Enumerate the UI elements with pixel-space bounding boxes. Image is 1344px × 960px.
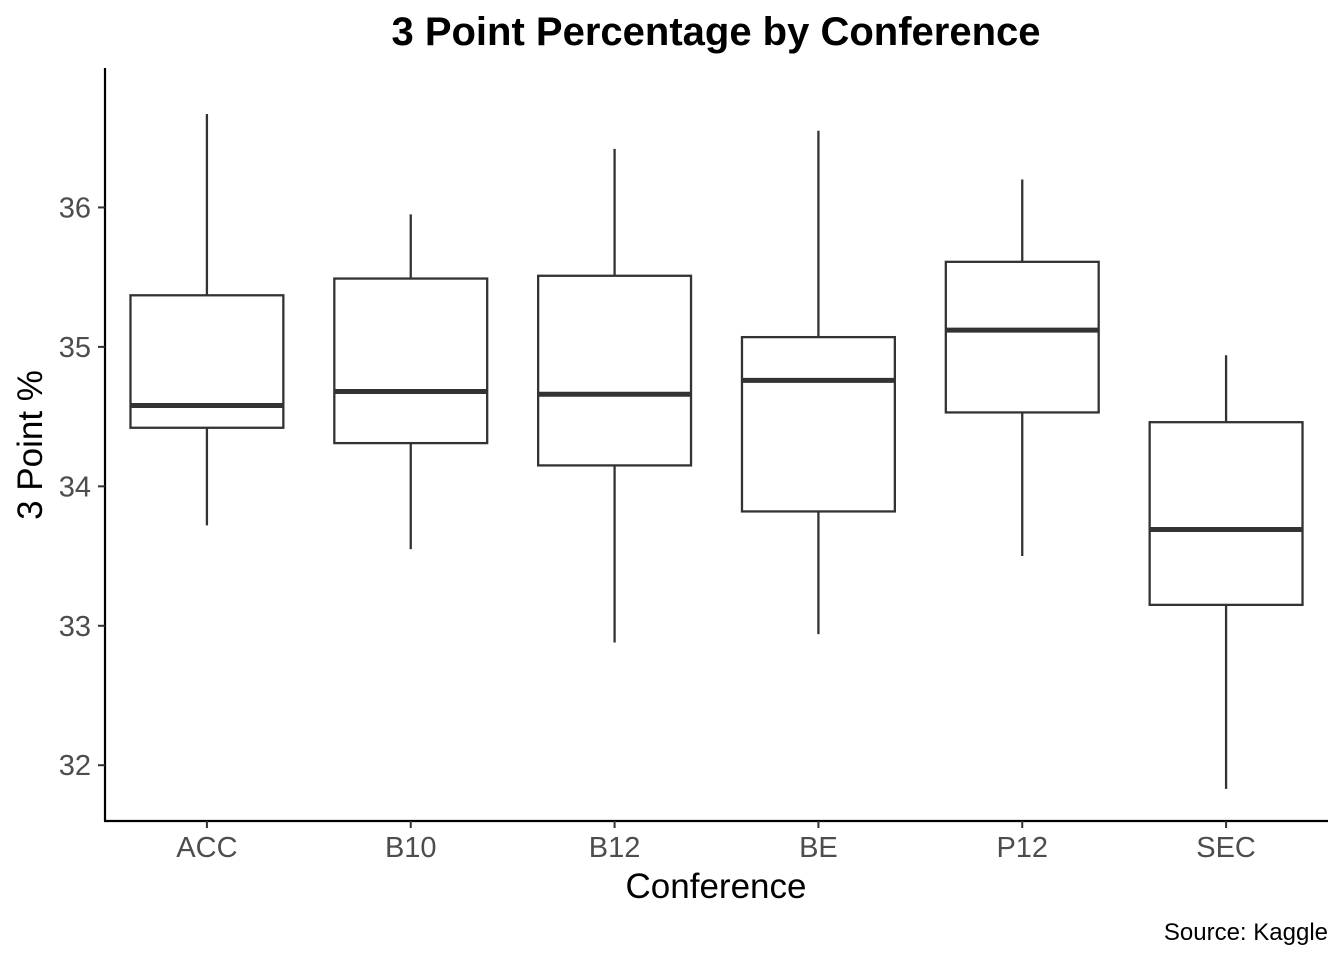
chart-title: 3 Point Percentage by Conference (391, 10, 1040, 54)
box-b12 (536, 148, 693, 643)
box-iqr-b10 (333, 277, 489, 445)
plot-area (129, 114, 1304, 789)
x-axis-ticks: ACC B10 B12 BE P12 SEC (176, 821, 1256, 864)
box-iqr-be (740, 335, 897, 513)
x-tick-label-sec: SEC (1196, 832, 1256, 864)
x-tick-label-be: BE (799, 832, 838, 864)
box-iqr-p12 (944, 260, 1100, 414)
y-tick-label-36: 36 (59, 192, 91, 224)
box-b10 (333, 214, 489, 550)
box-p12 (944, 179, 1100, 557)
y-tick-label-34: 34 (59, 471, 91, 503)
box-sec (1148, 355, 1304, 789)
x-tick-label-p12: P12 (996, 832, 1048, 864)
y-tick-label-32: 32 (59, 750, 91, 782)
x-tick-label-b12: B12 (589, 832, 641, 864)
x-tick-label-acc: ACC (176, 832, 237, 864)
box-be (740, 130, 897, 635)
y-axis-ticks: 32 33 34 35 36 (59, 192, 105, 782)
box-acc (129, 114, 285, 526)
y-axis-title: 3 Point % (11, 370, 50, 520)
source-caption: Source: Kaggle (1164, 919, 1328, 946)
y-tick-label-35: 35 (59, 332, 91, 364)
x-tick-label-b10: B10 (385, 832, 437, 864)
x-axis-title: Conference (626, 867, 807, 906)
box-iqr-sec (1148, 421, 1304, 607)
box-iqr-b12 (536, 274, 693, 467)
y-tick-label-33: 33 (59, 611, 91, 643)
